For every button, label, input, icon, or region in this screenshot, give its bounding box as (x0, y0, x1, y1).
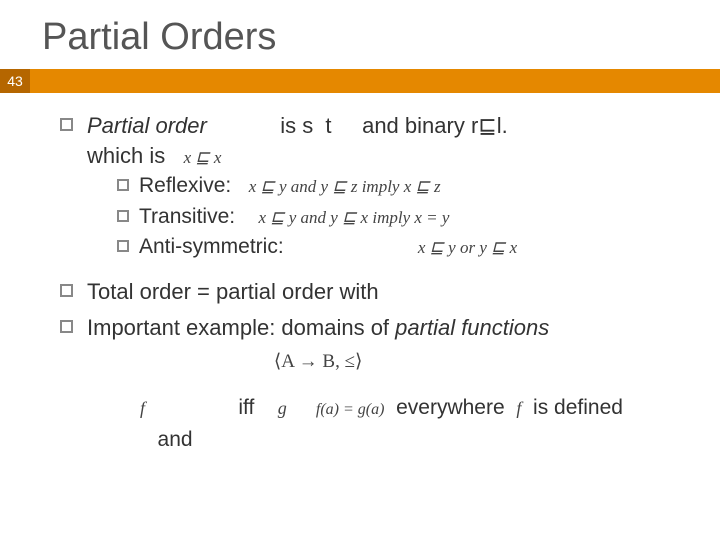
sub-antisym: Anti-symmetric: x ⊑ y or y ⊑ x (117, 233, 517, 261)
bullet-1-text: is s t and binary r⊑l. (207, 113, 508, 138)
bullet-3-body: Important example: domains of partial fu… (87, 313, 549, 374)
which-is: which is (87, 143, 165, 168)
math-reflexive-inline: x ⊑ x (184, 148, 222, 167)
bullet-marker-icon (60, 284, 73, 297)
sub-list: Reflexive: x ⊑ y and y ⊑ z imply x ⊑ z T… (87, 172, 517, 261)
bullet-body: Partial order is s t and binary r⊑l. whi… (87, 111, 517, 271)
bullet-marker-icon (60, 320, 73, 333)
bullet-marker-icon (60, 118, 73, 131)
sub-marker-icon (117, 210, 129, 222)
content-area: Partial order is s t and binary r⊑l. whi… (0, 93, 720, 455)
total-extra-formula: x ⊑ y or y ⊑ x (418, 238, 517, 257)
partial-functions-term: partial functions (395, 315, 549, 340)
sub-transitive: Transitive: x ⊑ y and y ⊑ x imply x = y (117, 203, 517, 231)
antisym-formula: x ⊑ y and y ⊑ x imply x = y (258, 208, 449, 227)
everywhere-word: everywhere (396, 396, 505, 419)
reflexive-label: Reflexive: (139, 174, 231, 197)
bullet-3: Important example: domains of partial fu… (60, 313, 680, 374)
antisym-label: Anti-symmetric: (139, 235, 284, 258)
transitive-label: Transitive: (139, 205, 235, 228)
fa-eq-ga: f(a) = g(a) (316, 401, 385, 418)
iff-word: iff (238, 396, 254, 419)
g-sym: g (278, 398, 287, 418)
bullet-2: Total order = partial order with (60, 277, 680, 307)
f-sym: f (140, 398, 145, 418)
iff-definition: f iff g f(a) = g(a) everywhere f is defi… (60, 392, 680, 455)
pf-domain-notation: ⟨A → B, ≤⟩ (87, 349, 549, 375)
transitive-formula: x ⊑ y and y ⊑ z imply x ⊑ z (249, 177, 441, 196)
partial-order-term: Partial order (87, 113, 207, 138)
and-word: and (158, 428, 193, 451)
f-sym-2: f (516, 398, 521, 418)
sub-marker-icon (117, 179, 129, 191)
page-number: 43 (0, 69, 30, 93)
bullet-2-text: Total order = partial order with (87, 277, 379, 307)
is-defined: is defined (533, 396, 623, 419)
sub-reflexive: Reflexive: x ⊑ y and y ⊑ z imply x ⊑ z (117, 172, 517, 200)
slide-title: Partial Orders (0, 0, 720, 69)
accent-bar: 43 (0, 69, 720, 93)
bullet-1: Partial order is s t and binary r⊑l. whi… (60, 111, 680, 271)
bullet-3-lead: Important example: domains of (87, 315, 395, 340)
sub-marker-icon (117, 240, 129, 252)
